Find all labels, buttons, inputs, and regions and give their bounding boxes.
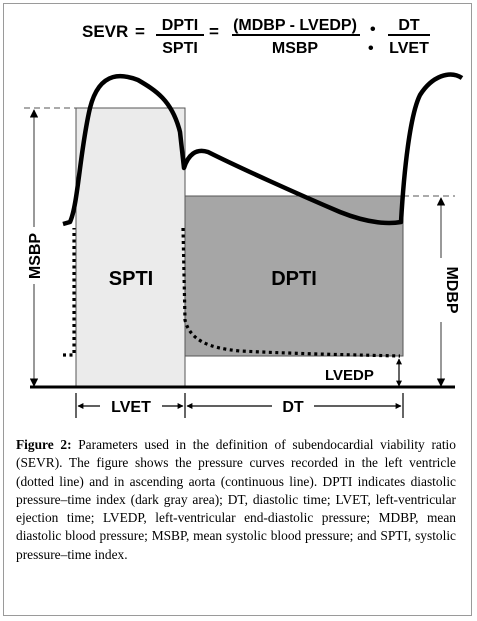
sevr-diagram: SEVR = DPTI SPTI = (MDBP - LVEDP) MSBP •… xyxy=(24,17,464,418)
eq-equals-1: = xyxy=(135,22,145,41)
eq-frac1-numerator: DPTI xyxy=(162,17,198,34)
eq-frac2-numerator: (MDBP - LVEDP) xyxy=(233,17,357,34)
dt-label: DT xyxy=(282,399,304,416)
sevr-equation: SEVR = DPTI SPTI = (MDBP - LVEDP) MSBP •… xyxy=(82,17,430,57)
eq-equals-2: = xyxy=(209,22,219,41)
aortic-pressure-curve xyxy=(62,72,464,227)
eq-multiply-bottom: • xyxy=(368,40,374,57)
msbp-label: MSBP xyxy=(27,233,44,280)
dpti-label: DPTI xyxy=(271,268,317,290)
spti-label: SPTI xyxy=(109,268,153,290)
lvedp-label: LVEDP xyxy=(325,367,374,384)
figure-caption: Figure 2: Parameters used in the definit… xyxy=(16,436,456,564)
caption-prefix: Figure 2: xyxy=(16,437,72,452)
mdbp-label: MDBP xyxy=(443,266,460,313)
eq-frac2-denominator: MSBP xyxy=(272,40,319,57)
caption-text: Parameters used in the definition of sub… xyxy=(16,437,456,562)
lvet-label: LVET xyxy=(111,399,151,416)
eq-frac1-denominator: SPTI xyxy=(162,40,198,57)
spti-area xyxy=(75,107,186,389)
eq-lhs: SEVR xyxy=(82,22,128,41)
eq-frac3-denominator: LVET xyxy=(389,40,429,57)
eq-multiply-top: • xyxy=(370,21,376,38)
eq-frac3-numerator: DT xyxy=(398,17,420,34)
